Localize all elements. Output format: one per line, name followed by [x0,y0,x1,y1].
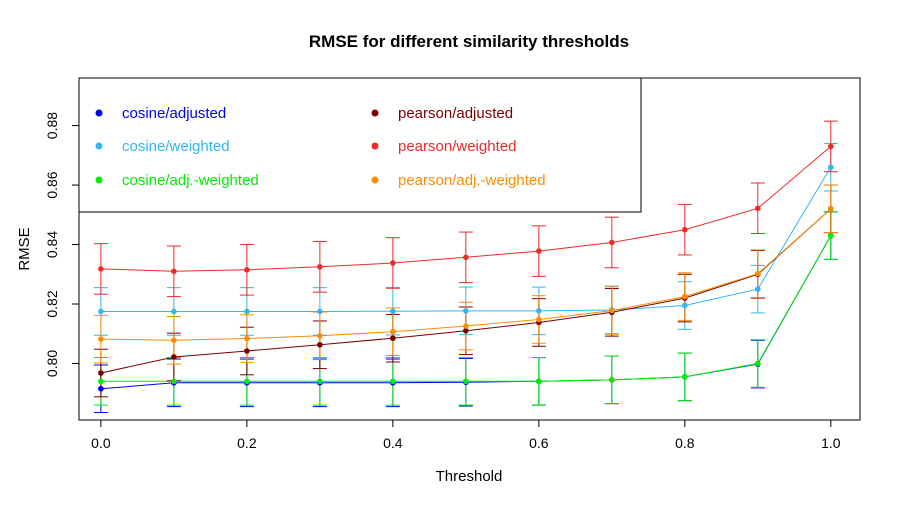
legend-label: cosine/adjusted [122,105,226,122]
data-point [317,308,323,315]
x-tick-label: 0.6 [529,435,549,451]
data-point [244,308,250,315]
data-point [317,264,323,270]
data-point [98,385,104,392]
y-axis: 0.80 0.82 0.84 0.86 0.88 [44,112,80,377]
data-point [390,308,396,314]
legend-marker [371,176,379,184]
data-point [463,254,469,261]
data-point [98,370,104,376]
data-point [244,378,250,385]
legend-box [78,77,642,213]
data-point [244,348,250,354]
data-point [463,323,469,329]
data-point [682,293,688,300]
data-point [317,333,323,339]
data-point [171,337,177,344]
data-point [390,260,396,266]
data-point [755,286,761,292]
legend-marker [95,176,103,184]
chart-title: RMSE for different similarity thresholds [309,32,629,51]
x-tick-label: 0.2 [237,435,257,451]
data-point [828,143,834,150]
legend-marker [95,109,103,117]
data-point [98,336,104,342]
legend: cosine/adjusted cosine/weighted cosine/adj… [78,77,642,213]
data-point [755,205,761,212]
data-point [390,335,396,342]
legend-label: cosine/weighted [122,138,230,155]
legend-label: cosine/adj.-weighted [122,172,259,189]
data-point [98,378,104,385]
data-point [317,378,323,385]
data-point [536,308,542,314]
y-axis-label: RMSE [16,227,33,270]
data-point [609,239,615,246]
data-point [609,307,615,314]
y-tick-label: 0.82 [44,290,60,317]
data-point [171,378,177,385]
x-tick-label: 0.0 [91,435,111,451]
data-point [171,354,177,360]
data-point [463,308,469,314]
x-axis: 0.0 0.2 0.4 0.6 0.8 1.0 [91,419,841,451]
data-point [244,335,250,342]
data-points [98,143,834,392]
data-point [755,270,761,277]
y-tick-label: 0.88 [44,112,60,139]
y-tick-label: 0.86 [44,171,60,198]
data-point [536,316,542,323]
x-tick-label: 0.8 [675,435,695,451]
data-point [828,206,834,212]
data-point [390,378,396,385]
legend-marker [371,109,379,117]
data-point [98,266,104,272]
legend-label: pearson/adj.-weighted [398,172,546,189]
data-point [828,164,834,171]
y-tick-label: 0.84 [44,231,60,258]
x-tick-label: 1.0 [821,435,841,451]
legend-label: pearson/adjusted [398,105,513,122]
y-tick-label: 0.80 [44,350,60,377]
legend-marker [371,142,379,150]
data-point [682,374,688,380]
legend-marker [95,142,103,150]
data-point [98,308,104,315]
data-point [390,328,396,335]
x-axis-label: Threshold [436,468,503,485]
data-point [171,268,177,275]
data-point [463,378,469,385]
x-tick-label: 0.4 [383,435,403,451]
data-point [317,341,323,348]
legend-label: pearson/weighted [398,138,516,155]
data-point [755,360,761,367]
data-point [682,226,688,233]
data-point [536,248,542,254]
data-point [463,327,469,334]
data-point [682,302,688,309]
data-point [828,232,834,239]
data-point [609,377,615,383]
data-point [536,378,542,385]
data-point [171,308,177,315]
data-point [244,267,250,273]
